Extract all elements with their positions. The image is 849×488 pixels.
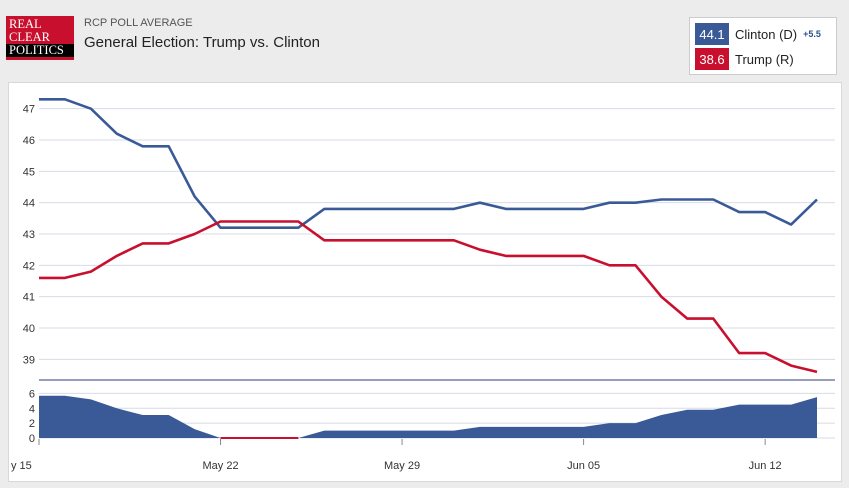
legend-trump[interactable]: 38.6 Trump (R) xyxy=(695,48,794,70)
x-axis: y 15 May 22 May 29 Jun 05 Jun 12 xyxy=(11,439,782,472)
legend-clinton[interactable]: 44.1 Clinton (D) +5.5 xyxy=(695,23,821,45)
clinton-label: Clinton (D) xyxy=(735,26,798,42)
y-tick-label: 39 xyxy=(23,354,35,366)
y-tick-label: 42 xyxy=(23,260,35,272)
y-tick-label: 45 xyxy=(23,166,35,178)
clinton-value-badge: 44.1 xyxy=(695,23,729,45)
logo-line-3: POLITICS xyxy=(6,44,74,57)
x-tick-label: May 29 xyxy=(384,460,420,472)
spread-y-tick-label: 6 xyxy=(29,388,35,400)
legend: 44.1 Clinton (D) +5.5 38.6 Trump (R) xyxy=(689,17,837,75)
trump-line xyxy=(39,220,818,374)
chart-title: General Election: Trump vs. Clinton xyxy=(84,34,320,51)
spread-y-tick-label: 2 xyxy=(29,418,35,430)
clinton-line xyxy=(39,97,818,229)
trump-value-badge: 38.6 xyxy=(695,48,729,70)
chart-area: 39 40 41 42 43 44 45 46 47 0 2 4 6 y 15 May 22 May 29 J… xyxy=(8,82,842,482)
x-tick-label: May 22 xyxy=(202,460,238,472)
logo-line-2: CLEAR xyxy=(9,30,50,44)
x-tick-label: Jun 05 xyxy=(567,460,600,472)
clinton-spread: +5.5 xyxy=(803,29,821,39)
spread-y-tick-label: 0 xyxy=(29,433,35,445)
header: REAL CLEAR POLITICS RCP POLL AVERAGE Gen… xyxy=(0,0,849,80)
trump-label: Trump (R) xyxy=(735,51,794,67)
y-tick-label: 43 xyxy=(23,229,35,241)
eyebrow-label: RCP POLL AVERAGE xyxy=(84,17,193,29)
logo-line-1: REAL xyxy=(9,17,42,31)
y-tick-label: 44 xyxy=(23,198,35,210)
y-tick-label: 40 xyxy=(23,323,35,335)
x-tick-label: y 15 xyxy=(11,460,32,472)
spread-area xyxy=(39,395,817,438)
realclearpolitics-logo[interactable]: REAL CLEAR POLITICS xyxy=(6,16,74,60)
x-tick-label: Jun 12 xyxy=(749,460,782,472)
grid xyxy=(39,108,835,439)
spread-y-tick-label: 4 xyxy=(29,403,35,415)
y-tick-label: 41 xyxy=(23,292,35,304)
y-tick-label: 47 xyxy=(23,104,35,116)
spread-panel xyxy=(39,395,817,439)
series-lines xyxy=(39,97,818,374)
y-tick-label: 46 xyxy=(23,135,35,147)
